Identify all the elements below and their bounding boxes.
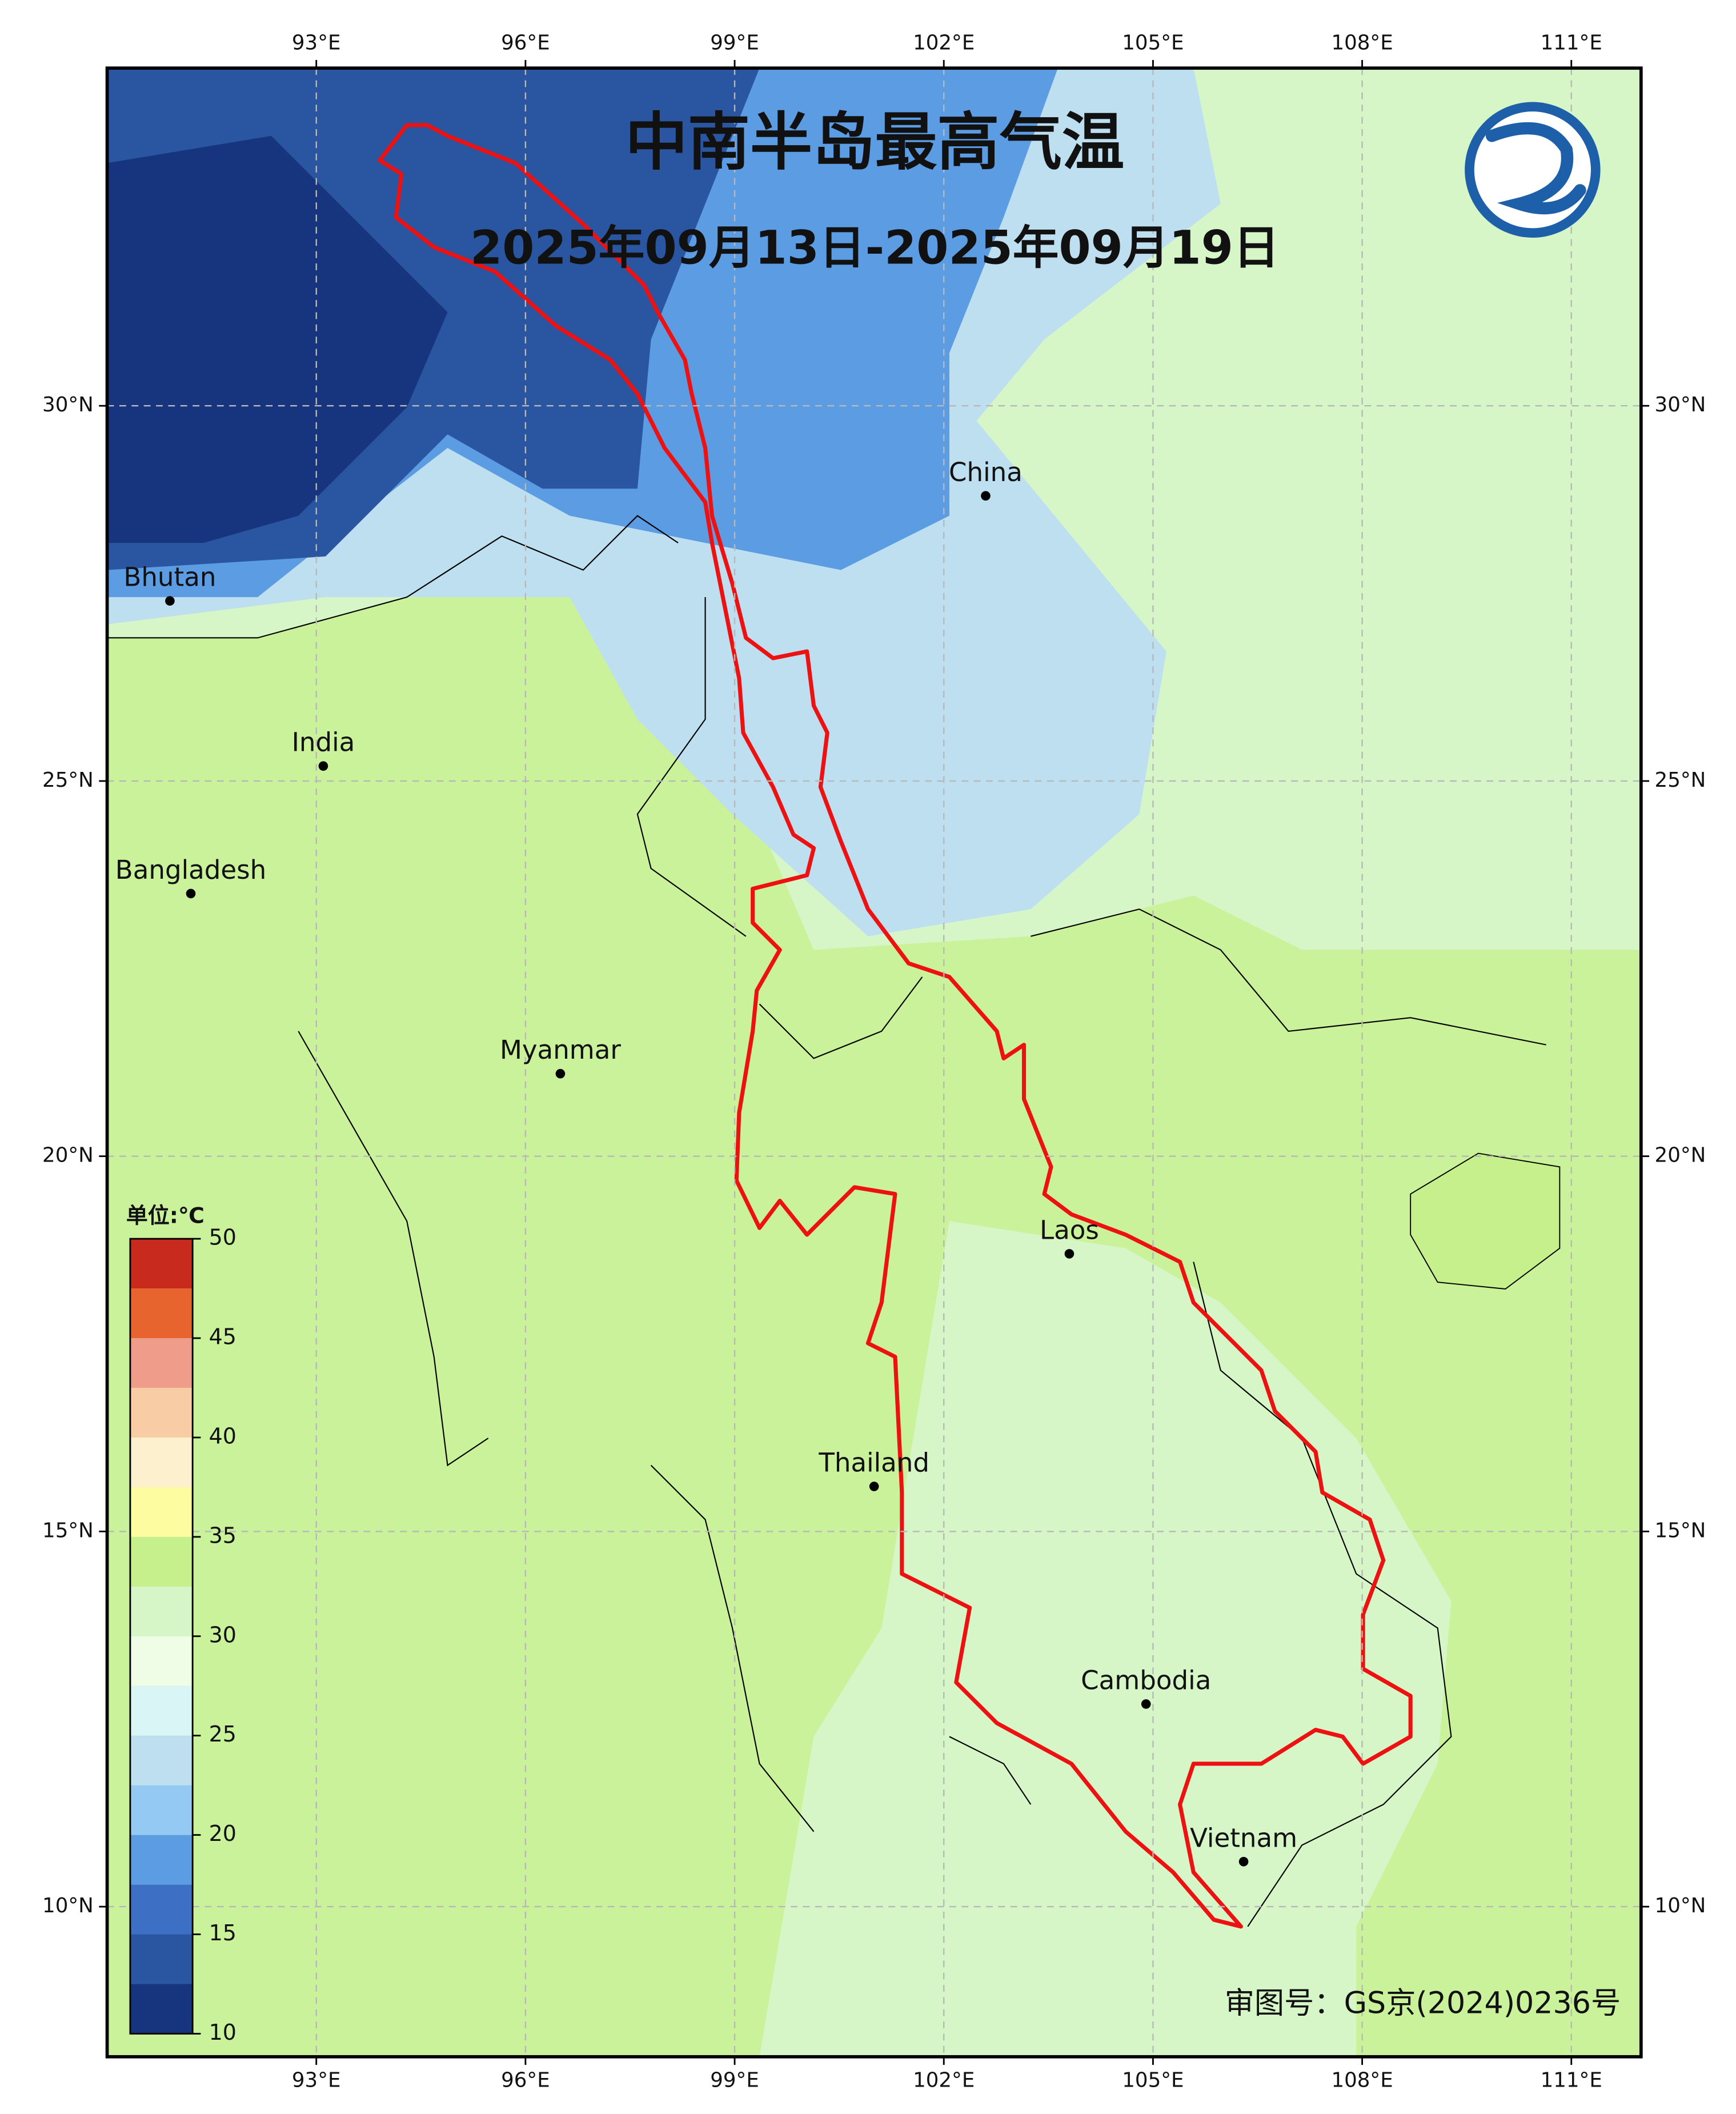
temperature-field: China Bhutan India Bangladesh Myanmar Laos Tha… [107, 68, 1641, 2057]
place-dot [555, 1068, 566, 1079]
colorbar-tick-label: 10 [209, 2020, 236, 2045]
colorbar-bin [130, 1288, 193, 1339]
y-tick-label: 30°N [1655, 393, 1706, 417]
places: China Bhutan India Bangladesh Myanmar Laos Tha… [115, 457, 1297, 1867]
place-label: Myanmar [500, 1035, 621, 1065]
field-warm [107, 570, 1641, 2057]
x-tick-label: 99°E [710, 31, 759, 54]
y-tick-label: 15°N [1655, 1519, 1706, 1542]
colorbar-bin [130, 1586, 193, 1636]
place-label: Thailand [818, 1448, 929, 1478]
y-tick-label: 25°N [42, 768, 94, 792]
colorbar-bin [130, 1487, 193, 1537]
y-tick-label: 20°N [42, 1144, 94, 1167]
x-tick-label: 111°E [1541, 2069, 1602, 2092]
credit: 审图号：GS京(2024)0236号 [1225, 1987, 1621, 2021]
colorbar-unit: 单位:℃ [126, 1203, 205, 1228]
x-tick-label: 108°E [1331, 2069, 1393, 2092]
colorbar-bin [130, 1536, 193, 1587]
x-tick-label: 96°E [501, 2069, 550, 2092]
y-tick-label: 15°N [42, 1519, 94, 1542]
colorbar-bin [130, 1685, 193, 1736]
colorbar-tick-label: 15 [209, 1920, 236, 1945]
y-tick-label: 30°N [42, 393, 94, 417]
place-dot [981, 491, 991, 501]
coastline-borders [107, 515, 1546, 1927]
place-dot [869, 1482, 879, 1491]
place-dot [1238, 1856, 1249, 1867]
logo [1465, 102, 1601, 238]
map-title: 中南半岛最高气温 [626, 106, 1125, 179]
place-dot [1141, 1699, 1151, 1709]
y-tick-label: 10°N [1655, 1894, 1706, 1917]
colorbar: 单位:℃ 10 15 20 25 30 35 40 45 50 [126, 1203, 236, 2045]
x-tick-label: 93°E [292, 2069, 341, 2092]
place-dot [186, 888, 196, 899]
colorbar-tick-label: 45 [209, 1324, 236, 1350]
y-tick-label: 20°N [1655, 1144, 1706, 1167]
colorbar-bin [130, 1388, 193, 1438]
place-label: Vietnam [1190, 1823, 1297, 1853]
colorbar-bin [130, 1437, 193, 1487]
place-label: Bangladesh [115, 855, 266, 885]
place-label: China [949, 457, 1023, 487]
place-label: Cambodia [1081, 1665, 1211, 1695]
x-tick-label: 105°E [1122, 31, 1184, 54]
colorbar-tick-label: 40 [209, 1423, 236, 1448]
grid [107, 68, 1641, 2057]
colorbar-tick-label: 30 [209, 1622, 236, 1647]
colorbar-bin [130, 1239, 193, 1289]
place-dot [318, 761, 328, 771]
colorbar-tick-label: 25 [209, 1721, 236, 1747]
y-tick-label: 10°N [42, 1894, 94, 1917]
place-label: India [292, 727, 355, 758]
map-frame [105, 66, 1643, 2059]
x-tick-label: 96°E [501, 31, 550, 54]
colorbar-bin [130, 1785, 193, 1835]
colorbar-bin [130, 1636, 193, 1686]
field-coldest [107, 135, 448, 543]
colorbar-bin [130, 1835, 193, 1885]
x-tick-label: 99°E [710, 2069, 759, 2092]
place-label: Laos [1040, 1215, 1099, 1245]
x-tick-label: 105°E [1122, 2069, 1184, 2092]
colorbar-bin [130, 1984, 193, 2034]
axis-ticks: 93°E 93°E 96°E 96°E 99°E 99°E 102°E 102°E 105°E 1… [42, 31, 1706, 2092]
x-tick-label: 102°E [913, 2069, 975, 2092]
y-tick-label: 25°N [1655, 768, 1706, 792]
map-subtitle: 2025年09月13日-2025年09月19日 [470, 222, 1279, 275]
place-dot [165, 596, 175, 606]
mekong-basin-outline [378, 123, 1413, 1929]
colorbar-bin [130, 1934, 193, 1984]
x-tick-label: 93°E [292, 31, 341, 54]
colorbar-tick-label: 20 [209, 1821, 236, 1846]
colorbar-bin [130, 1735, 193, 1785]
x-tick-label: 108°E [1331, 31, 1393, 54]
logo-glyph [1485, 122, 1586, 215]
colorbar-bin [130, 1338, 193, 1388]
colorbar-bin [130, 1884, 193, 1935]
x-tick-label: 102°E [913, 31, 975, 54]
x-tick-label: 111°E [1541, 31, 1602, 54]
colorbar-tick-label: 35 [209, 1523, 236, 1548]
place-dot [1064, 1249, 1075, 1259]
place-label: Bhutan [123, 562, 216, 592]
colorbar-tick-label: 50 [209, 1225, 236, 1250]
